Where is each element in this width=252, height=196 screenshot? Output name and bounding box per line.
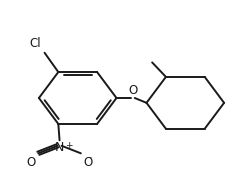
Text: Cl: Cl xyxy=(29,37,41,50)
Text: O: O xyxy=(83,156,92,169)
Text: +: + xyxy=(65,141,72,150)
Text: N: N xyxy=(55,141,64,154)
Text: ⁻: ⁻ xyxy=(87,155,91,164)
Text: O: O xyxy=(128,84,137,97)
Text: O: O xyxy=(26,156,36,169)
